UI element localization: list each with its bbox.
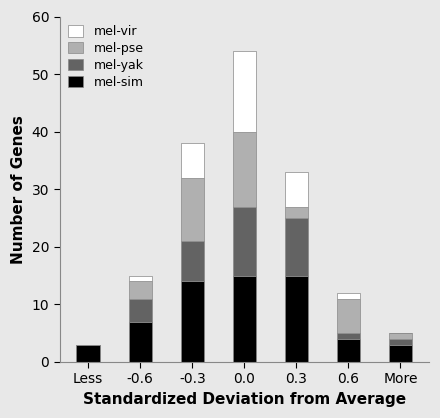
Bar [180,143,204,178]
Bar [77,345,100,362]
Bar [233,132,256,206]
Bar [337,333,360,339]
Bar [233,206,256,275]
Bar [285,218,308,275]
Bar [180,178,204,241]
Bar [128,298,152,321]
Bar [337,298,360,333]
Bar [389,333,412,339]
Bar [337,339,360,362]
Bar [285,275,308,362]
Bar [180,281,204,362]
X-axis label: Standardized Deviation from Average: Standardized Deviation from Average [83,392,406,407]
Y-axis label: Number of Genes: Number of Genes [11,115,26,264]
Bar [128,321,152,362]
Bar [285,172,308,206]
Bar [337,293,360,298]
Bar [389,345,412,362]
Bar [233,51,256,132]
Bar [128,281,152,298]
Bar [285,206,308,218]
Legend: mel-vir, mel-pse, mel-yak, mel-sim: mel-vir, mel-pse, mel-yak, mel-sim [66,23,146,91]
Bar [233,275,256,362]
Bar [389,339,412,345]
Bar [128,275,152,281]
Bar [180,241,204,281]
